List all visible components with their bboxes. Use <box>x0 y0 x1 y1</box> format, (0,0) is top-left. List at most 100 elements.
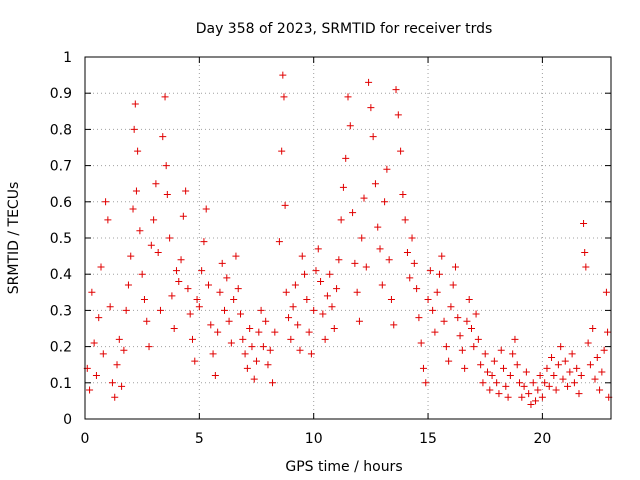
data-point <box>248 343 256 351</box>
data-point <box>102 198 110 206</box>
data-point <box>298 252 306 260</box>
data-point <box>99 350 107 358</box>
data-point <box>509 350 517 358</box>
data-point <box>604 328 612 336</box>
y-tick-label: 1 <box>63 50 72 66</box>
data-point <box>280 93 288 101</box>
grid <box>85 57 611 419</box>
data-point <box>202 205 210 213</box>
data-point <box>440 317 448 325</box>
data-point <box>534 386 542 394</box>
data-point <box>257 306 265 314</box>
data-point <box>536 372 544 380</box>
data-point <box>161 93 169 101</box>
data-point <box>493 379 501 387</box>
data-point <box>598 368 606 376</box>
data-point <box>472 310 480 318</box>
data-point <box>333 285 341 293</box>
data-point <box>545 382 553 390</box>
data-point <box>104 216 112 224</box>
data-point <box>234 285 242 293</box>
data-point <box>140 296 148 304</box>
y-tick-label: 0.5 <box>50 231 72 247</box>
data-point <box>90 339 98 347</box>
data-point <box>550 372 558 380</box>
data-point <box>374 223 382 231</box>
data-point <box>568 350 576 358</box>
data-point <box>552 386 560 394</box>
data-point <box>136 227 144 235</box>
chart-title: Day 358 of 2023, SRMTID for receiver trd… <box>196 21 493 37</box>
plot-frame <box>84 56 612 420</box>
data-point <box>458 346 466 354</box>
data-point <box>376 245 384 253</box>
data-point <box>403 248 411 256</box>
data-point <box>191 357 199 365</box>
data-point <box>349 209 357 217</box>
data-point <box>456 332 464 340</box>
data-point <box>134 147 142 155</box>
data-point <box>586 361 594 369</box>
data-point <box>342 154 350 162</box>
data-point <box>218 259 226 267</box>
data-point <box>435 270 443 278</box>
data-point <box>143 317 151 325</box>
data-point <box>186 310 194 318</box>
data-point <box>399 191 407 199</box>
data-point <box>561 357 569 365</box>
data-point <box>132 187 140 195</box>
data-point <box>385 256 393 264</box>
data-point <box>287 335 295 343</box>
data-point <box>230 296 238 304</box>
data-point <box>281 201 289 209</box>
data-point <box>111 393 119 401</box>
data-point <box>291 281 299 289</box>
data-point <box>394 111 402 119</box>
data-point <box>266 346 274 354</box>
y-tick-label: 0.1 <box>50 376 72 392</box>
data-point <box>337 216 345 224</box>
data-point <box>378 281 386 289</box>
data-point <box>406 274 414 282</box>
data-point <box>124 281 132 289</box>
data-point <box>150 216 158 224</box>
y-tick-label: 0 <box>63 412 72 428</box>
data-point <box>147 241 155 249</box>
data-point <box>152 180 160 188</box>
data-point <box>106 303 114 311</box>
data-point <box>307 350 315 358</box>
data-point <box>401 216 409 224</box>
data-point <box>188 335 196 343</box>
data-point <box>195 303 203 311</box>
data-point <box>451 263 459 271</box>
data-point <box>271 328 279 336</box>
data-point <box>527 401 535 409</box>
data-point <box>170 325 178 332</box>
data-point <box>253 357 261 365</box>
data-point <box>488 372 496 380</box>
data-point <box>154 248 162 256</box>
data-point <box>419 364 427 372</box>
data-point <box>573 364 581 372</box>
data-point <box>305 328 313 336</box>
data-point <box>484 368 492 376</box>
data-point <box>581 248 589 256</box>
data-point <box>127 252 135 260</box>
x-tick-label: 0 <box>81 431 90 447</box>
data-point <box>115 335 123 343</box>
data-point <box>387 296 395 304</box>
data-point <box>360 194 368 202</box>
data-point <box>486 386 494 394</box>
data-point <box>278 147 286 155</box>
data-point <box>433 288 441 296</box>
data-point <box>566 368 574 376</box>
data-point <box>328 303 336 311</box>
data-point <box>282 288 290 296</box>
data-point <box>326 270 334 278</box>
data-point <box>351 259 359 267</box>
data-point <box>369 133 377 141</box>
data-point <box>317 277 325 285</box>
data-point <box>582 263 590 271</box>
data-point <box>495 390 503 398</box>
